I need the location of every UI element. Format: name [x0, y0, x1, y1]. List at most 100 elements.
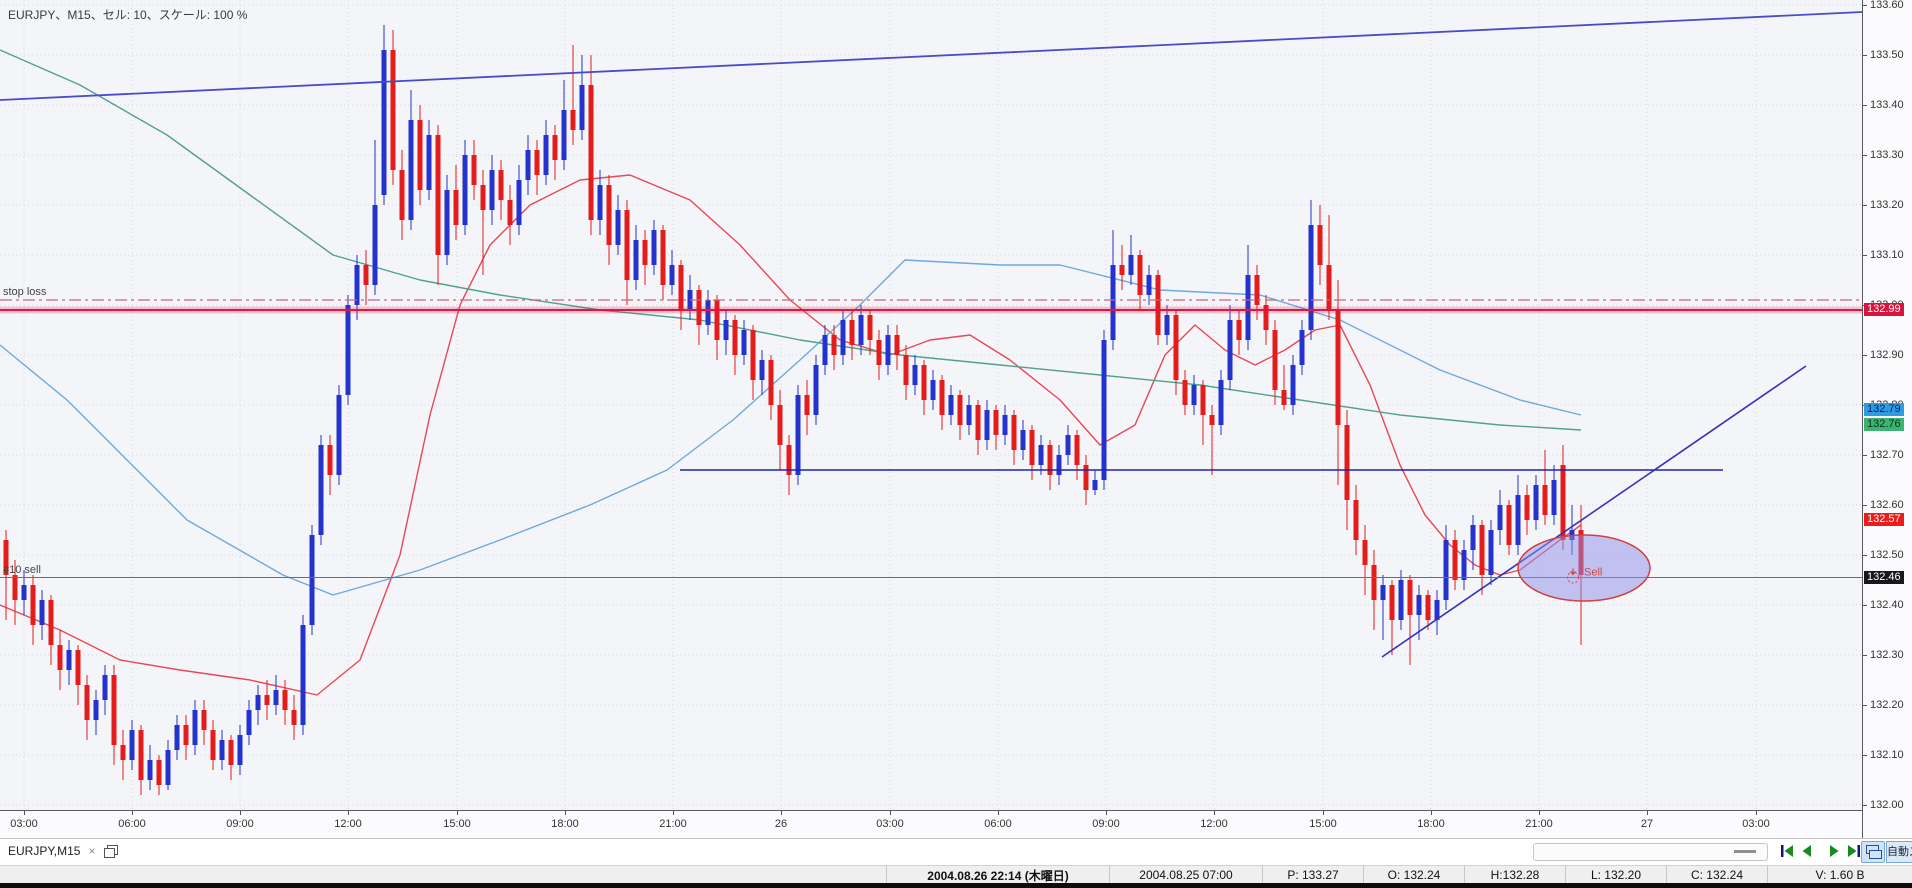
candle: [426, 120, 432, 200]
sell-trade-marker[interactable]: Sell: [1567, 567, 1603, 584]
chart-tab-label: EURJPY,M15: [8, 844, 81, 858]
candle: [120, 730, 126, 780]
candle: [678, 260, 684, 330]
ascending-trendline[interactable]: [1381, 365, 1807, 658]
bottom-toolbar: EURJPY,M15 × 自動ズーム: [0, 838, 1912, 866]
candle: [1389, 580, 1395, 655]
status-cell: 2004.08.26 22:14 (木曜日): [886, 866, 1109, 884]
y-axis-label: 133.40: [1870, 99, 1904, 111]
price-chart-canvas[interactable]: Sell: [0, 0, 1862, 810]
chart-title: EURJPY、M15、セル: 10、スケール: 100 %: [8, 8, 248, 22]
x-axis-tick: [1323, 811, 1324, 815]
candle: [1110, 230, 1116, 350]
candle: [1488, 520, 1494, 585]
candle: [255, 685, 261, 725]
candle: [1263, 295, 1269, 345]
candle: [948, 385, 954, 425]
status-cell: C: 132.24: [1666, 866, 1767, 884]
scroll-left-button[interactable]: [1798, 842, 1816, 860]
candle: [1074, 430, 1080, 480]
x-axis-label: 15:00: [1309, 818, 1337, 830]
x-axis-label: 21:00: [1525, 818, 1553, 830]
ma-slow-teal: [0, 49, 1582, 431]
x-axis-tick: [1539, 811, 1540, 815]
candle: [606, 175, 612, 265]
candle: [1011, 410, 1017, 465]
auto-zoom-button[interactable]: 自動ズーム: [1886, 841, 1912, 863]
y-axis-label: 132.00: [1870, 799, 1904, 811]
candle: [1146, 265, 1152, 305]
scroll-right-button[interactable]: [1825, 842, 1843, 860]
candle: [1371, 550, 1377, 630]
candle: [588, 55, 594, 235]
y-axis-label: 132.70: [1870, 449, 1904, 461]
new-window-icon[interactable]: [104, 845, 118, 858]
candle: [858, 305, 864, 355]
price-axis[interactable]: 133.60133.50133.40133.30133.20133.10133.…: [1862, 0, 1912, 838]
candle: [462, 140, 468, 235]
candle: [651, 220, 657, 275]
candle: [1236, 310, 1242, 355]
candle: [246, 700, 252, 745]
candle: [156, 755, 162, 795]
y-axis-label: 132.50: [1870, 549, 1904, 561]
candle: [1551, 465, 1557, 525]
candle: [795, 385, 801, 485]
tab-close-icon[interactable]: ×: [88, 844, 96, 858]
status-cell: L: 132.20: [1565, 866, 1666, 884]
candle: [993, 405, 999, 450]
y-axis-label: 133.20: [1870, 199, 1904, 211]
candle: [399, 150, 405, 240]
candle: [1308, 200, 1314, 340]
candle: [741, 320, 747, 365]
scroll-to-start-button[interactable]: [1778, 842, 1796, 860]
bottom-divider: [0, 883, 1912, 888]
candle: [489, 155, 495, 225]
candle: [669, 250, 675, 295]
x-axis-tick: [348, 811, 349, 815]
candle: [237, 725, 243, 775]
y-axis-tick: [1863, 755, 1867, 756]
candle: [363, 250, 369, 305]
candle: [876, 330, 882, 380]
candle: [1533, 475, 1539, 530]
x-axis-label: 26: [774, 818, 788, 830]
scroll-to-end-button[interactable]: [1845, 842, 1863, 860]
candle: [84, 675, 90, 740]
window-icon-front: [104, 848, 115, 858]
chart-horizontal-scrollbar[interactable]: [1533, 843, 1768, 861]
candle: [12, 560, 18, 625]
candle: [102, 665, 108, 715]
x-axis-label: 18:00: [1417, 818, 1445, 830]
y-axis-label: 133.50: [1870, 49, 1904, 61]
x-axis-tick: [24, 811, 25, 815]
time-axis[interactable]: 03:00 06:00 09:00 12:00 15:00 18:00 21:00 26 03:…: [0, 810, 1862, 839]
candle: [525, 135, 531, 195]
x-axis-label: 12:00: [1200, 818, 1228, 830]
x-axis-label: 03:00: [10, 818, 38, 830]
candle: [507, 185, 513, 245]
y-axis-tick: [1863, 255, 1867, 256]
candle: [840, 310, 846, 365]
chart-shift-icon[interactable]: [1861, 841, 1885, 863]
x-axis-tick: [998, 811, 999, 815]
scrollbar-handle[interactable]: [1734, 850, 1756, 853]
candle: [480, 170, 486, 275]
x-axis-tick: [457, 811, 458, 815]
candle: [1029, 425, 1035, 480]
candle: [570, 45, 576, 145]
y-axis-tick: [1863, 155, 1867, 156]
x-axis-tick: [890, 811, 891, 815]
chart-tab[interactable]: EURJPY,M15 ×: [8, 844, 96, 858]
candle: [417, 105, 423, 205]
x-axis-label: 06:00: [118, 818, 146, 830]
candle: [201, 700, 207, 745]
sell-zone-ellipse[interactable]: [1517, 534, 1651, 602]
candle: [48, 595, 54, 665]
candle: [192, 700, 198, 755]
status-cell: V: 1.60 B: [1767, 866, 1912, 884]
ma-fast-red: [0, 174, 1582, 696]
x-axis-tick: [240, 811, 241, 815]
chart-shift-icon-front: [1869, 850, 1882, 859]
upper-trendline[interactable]: [0, 11, 1862, 101]
